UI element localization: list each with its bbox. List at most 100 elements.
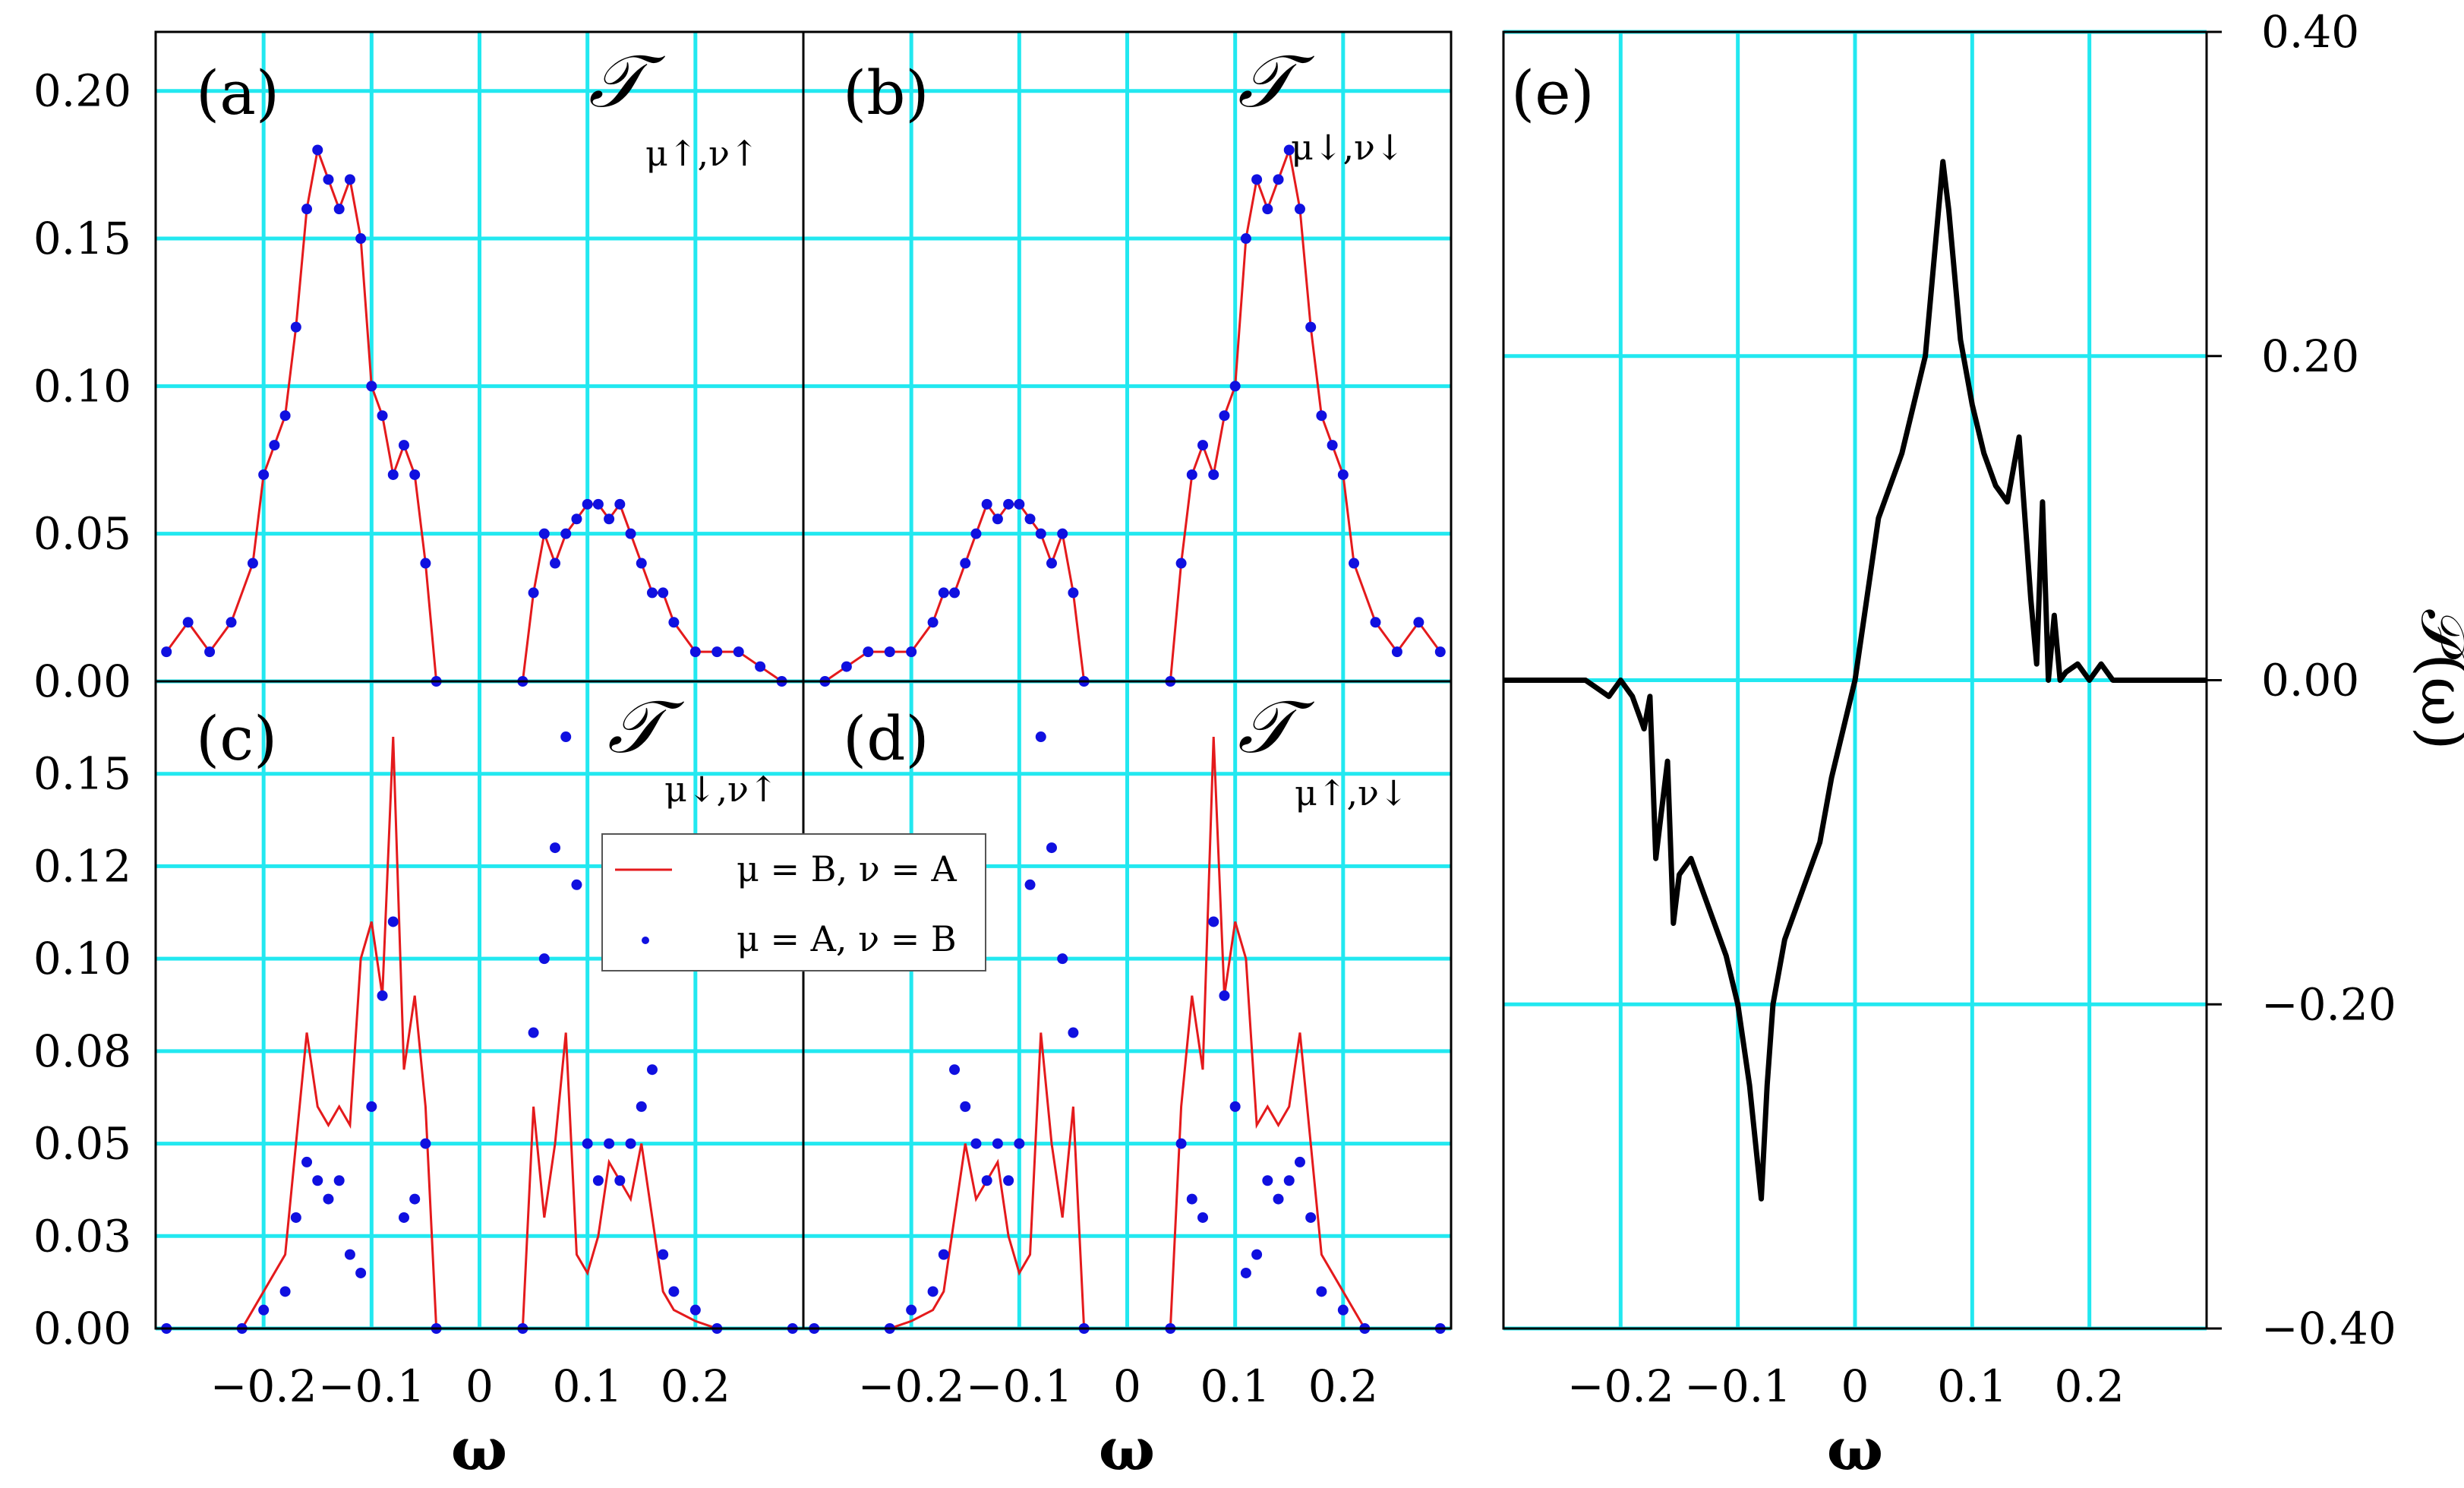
- x-tick-label: 0.2: [2055, 1360, 2125, 1412]
- data-point: [1702, 889, 1704, 892]
- data-point: [2065, 671, 2067, 673]
- series-blue-point: [668, 617, 680, 628]
- y-tick-label: 0.05: [33, 508, 131, 560]
- data-point: [1766, 1084, 1768, 1086]
- panel-c-symbol: 𝒯: [607, 684, 685, 769]
- panel-a-label: (a): [196, 58, 279, 128]
- y-tick-label: 0.05: [33, 1118, 131, 1170]
- data-point: [2053, 614, 2055, 617]
- series-blue-point: [970, 528, 982, 539]
- series-blue-point: [409, 1193, 421, 1205]
- series-blue-point: [1068, 1027, 1079, 1038]
- data-point: [1725, 955, 1727, 957]
- series-blue-point: [1294, 1156, 1305, 1167]
- x-tick-label: −0.1: [318, 1360, 425, 1412]
- series-blue-point: [1046, 842, 1057, 854]
- series-blue-point: [355, 233, 367, 245]
- series-blue-point: [1003, 1175, 1014, 1186]
- data-point: [1831, 776, 1833, 779]
- data-point: [1983, 452, 1985, 454]
- panel-d-xlabel: ω: [1099, 1415, 1155, 1484]
- legend-box: [601, 833, 986, 971]
- data-point: [1672, 922, 1674, 924]
- data-point: [1795, 906, 1797, 908]
- data-point: [1807, 874, 1809, 876]
- series-blue-point: [863, 646, 874, 658]
- series-blue-point: [582, 1138, 593, 1149]
- data-point: [1971, 403, 1973, 406]
- y-tick-label: −0.20: [2261, 978, 2396, 1030]
- series-blue-point: [1370, 617, 1381, 628]
- data-point: [1784, 938, 1786, 940]
- y-tick-label: 0.00: [2261, 655, 2359, 706]
- y-tick-label: 0.20: [33, 65, 131, 117]
- panel-c-label: (c): [196, 703, 277, 774]
- series-blue-point: [1219, 990, 1230, 1001]
- series-blue-point: [755, 661, 766, 672]
- series-blue-point: [1262, 1175, 1273, 1186]
- series-blue-point: [970, 1138, 982, 1149]
- series-blue-point: [636, 558, 647, 569]
- series-blue-point: [1434, 646, 1446, 658]
- data-point: [1749, 1084, 1751, 1086]
- series-blue-point: [204, 646, 216, 658]
- series-blue-point: [290, 1212, 301, 1223]
- series-blue-point: [290, 321, 301, 333]
- series-blue-point: [1391, 646, 1402, 658]
- data-point: [2030, 598, 2032, 600]
- series-blue-point: [1283, 1175, 1295, 1186]
- series-blue-point: [538, 528, 550, 539]
- series-blue-point: [1229, 381, 1241, 392]
- series-blue-point: [1175, 1138, 1187, 1149]
- panel-c-xlabel: ω: [451, 1415, 507, 1484]
- series-blue-point: [711, 646, 723, 658]
- series-blue-point: [226, 617, 237, 628]
- series-blue-point: [355, 1267, 367, 1278]
- panel-e-label: (e): [1511, 58, 1595, 128]
- series-blue-point: [906, 646, 917, 658]
- series-blue-point: [258, 469, 270, 480]
- y-tick-label: 0.10: [33, 360, 131, 412]
- series-blue-point: [938, 1249, 949, 1260]
- series-blue-point: [269, 440, 280, 451]
- y-tick-label: −0.40: [2261, 1303, 2396, 1354]
- series-blue-point: [636, 1101, 647, 1112]
- x-tick-label: −0.1: [966, 1360, 1073, 1412]
- data-point: [2100, 663, 2103, 665]
- legend-entry-1: μ = B, ν = A: [737, 848, 957, 889]
- legend-blue-swatch: [642, 937, 649, 944]
- series-blue-point: [1024, 879, 1036, 890]
- series-blue-point: [161, 646, 172, 658]
- series-blue-point: [582, 498, 593, 510]
- panel-a-subscript: μ↑,ν↑: [645, 133, 759, 174]
- panel-e-xlabel: ω: [1827, 1415, 1883, 1484]
- series-blue-point: [1057, 953, 1068, 965]
- data-point: [1854, 679, 1856, 681]
- series-blue-point: [301, 1156, 313, 1167]
- series-blue-point: [528, 587, 539, 599]
- series-blue-point: [1240, 233, 1251, 245]
- data-point: [1771, 1003, 1774, 1006]
- data-point: [1648, 695, 1651, 697]
- series-blue-point: [1197, 440, 1209, 451]
- series-blue-point: [1316, 410, 1327, 422]
- data-point: [2036, 663, 2038, 665]
- series-blue-point: [1413, 617, 1424, 628]
- series-blue-point: [992, 513, 1003, 525]
- series-blue-point: [182, 617, 194, 628]
- series-blue-point: [689, 646, 701, 658]
- series-blue-point: [571, 879, 582, 890]
- series-blue-point: [1175, 558, 1187, 569]
- series-blue-point: [981, 1175, 992, 1186]
- series-red-line: [166, 145, 783, 683]
- data-point: [2088, 679, 2090, 681]
- series-blue-point: [1337, 469, 1349, 480]
- x-tick-label: −0.2: [210, 1360, 317, 1412]
- data-point: [2006, 501, 2008, 503]
- series-blue-point: [1014, 498, 1025, 510]
- series-blue-point: [625, 1138, 636, 1149]
- series-blue-point: [1273, 174, 1284, 185]
- data-point: [1948, 209, 1950, 211]
- panel-b-label: (b): [843, 58, 929, 128]
- data-point: [1631, 695, 1633, 697]
